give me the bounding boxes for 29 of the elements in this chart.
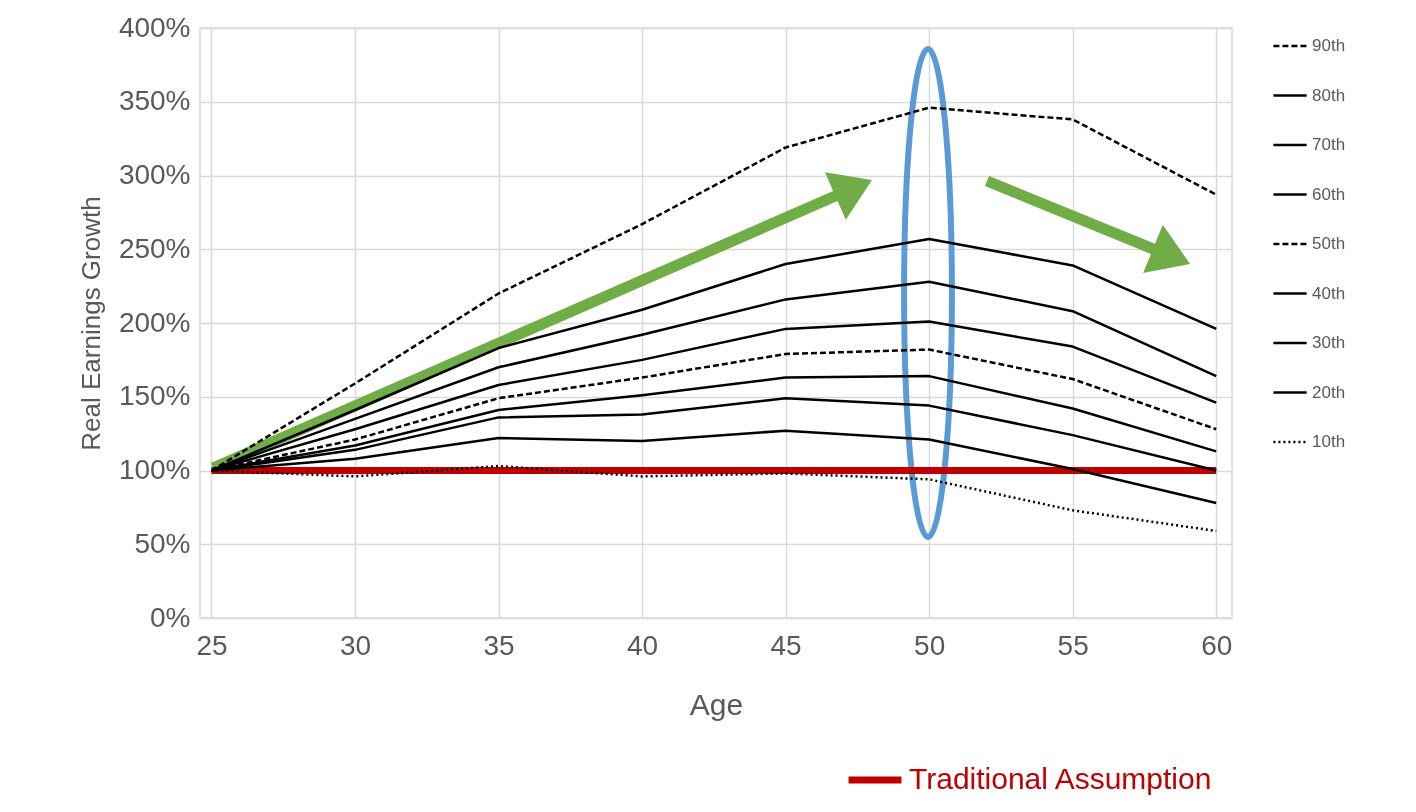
x-tick-label: 50 (914, 629, 946, 661)
y-tick-label: 0% (150, 601, 191, 633)
y-tick-label: 100% (118, 454, 191, 485)
legend-label: 10th (1312, 432, 1346, 451)
y-tick-label: 150% (118, 380, 191, 412)
legend-label: 20th (1312, 382, 1346, 402)
y-tick-label: 350% (118, 85, 191, 117)
y-tick-label: 250% (118, 232, 191, 264)
x-axis-title: Age (689, 687, 744, 721)
y-tick-label: 200% (118, 306, 191, 338)
legend-label: 30th (1312, 333, 1346, 352)
legend-label: 40th (1312, 283, 1346, 303)
y-axis-title: Real Earnings Growth (75, 196, 106, 451)
x-tick-label: 40 (627, 629, 659, 661)
legend-label: Traditional Assumption (909, 762, 1212, 795)
y-tick-label: 50% (134, 527, 191, 559)
x-tick-label: 60 (1201, 629, 1233, 661)
y-tick-label: 300% (118, 159, 191, 190)
legend-label: 90th (1312, 36, 1346, 55)
legend-label: 50th (1312, 234, 1346, 253)
legend-label: 70th (1312, 135, 1346, 154)
y-tick-label: 400% (118, 11, 191, 43)
x-tick-label: 30 (339, 629, 372, 661)
legend-label: 80th (1312, 85, 1346, 105)
legend-label: 60th (1312, 184, 1346, 204)
x-tick-label: 55 (1057, 629, 1089, 661)
x-tick-label: 35 (483, 629, 515, 661)
x-tick-label: 25 (196, 629, 228, 661)
x-tick-label: 45 (770, 629, 802, 661)
